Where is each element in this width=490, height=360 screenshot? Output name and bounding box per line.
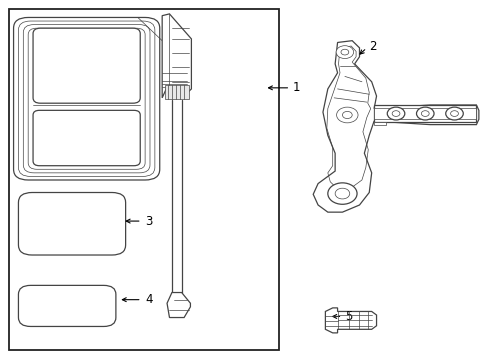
Text: 4: 4 (145, 293, 152, 306)
Circle shape (343, 111, 352, 118)
Circle shape (341, 49, 349, 55)
FancyBboxPatch shape (19, 285, 116, 327)
FancyBboxPatch shape (19, 193, 125, 255)
Bar (374, 105, 476, 122)
FancyBboxPatch shape (14, 18, 160, 180)
Circle shape (335, 188, 350, 199)
Bar (374, 122, 386, 125)
Polygon shape (162, 14, 192, 98)
Circle shape (421, 111, 429, 116)
Text: 5: 5 (345, 310, 352, 323)
Circle shape (416, 107, 434, 120)
Polygon shape (313, 41, 479, 212)
Bar (374, 108, 476, 119)
Circle shape (392, 111, 400, 116)
Bar (165, 85, 189, 99)
FancyBboxPatch shape (28, 28, 145, 169)
FancyBboxPatch shape (33, 28, 140, 103)
Text: 2: 2 (369, 40, 377, 53)
Circle shape (328, 183, 357, 204)
FancyBboxPatch shape (33, 111, 140, 166)
Circle shape (337, 107, 358, 123)
Polygon shape (157, 16, 216, 112)
Circle shape (446, 107, 463, 120)
Text: 1: 1 (293, 81, 300, 94)
Polygon shape (325, 308, 376, 333)
Circle shape (451, 111, 459, 116)
Polygon shape (167, 293, 191, 318)
Bar (9, 9, 279, 350)
Circle shape (387, 107, 405, 120)
FancyBboxPatch shape (24, 24, 150, 173)
Text: 3: 3 (145, 215, 152, 228)
Bar (162, 98, 182, 109)
FancyBboxPatch shape (19, 21, 155, 176)
Circle shape (336, 46, 354, 59)
